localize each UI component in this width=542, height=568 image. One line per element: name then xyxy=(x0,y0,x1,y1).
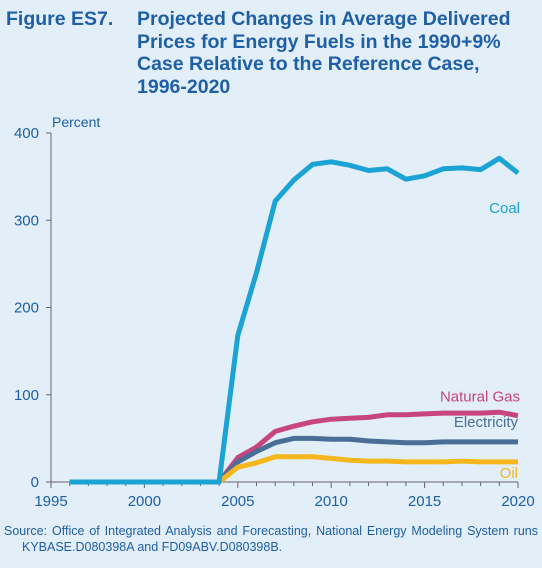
series-label-electricity: Electricity xyxy=(454,414,519,431)
chart-axes xyxy=(46,132,519,488)
x-tick-label: 2000 xyxy=(128,493,161,510)
series-labels: Coal Natural Gas Electricity Oil xyxy=(440,200,520,482)
figure-number: Figure ES7. xyxy=(6,8,114,30)
y-tick-label: 400 xyxy=(14,125,39,142)
y-tick-label: 0 xyxy=(31,474,39,491)
series-label-coal: Coal xyxy=(489,200,520,217)
series-lines xyxy=(69,155,520,485)
series-label-natural-gas: Natural Gas xyxy=(440,389,520,406)
line-chart: 0 100 200 300 400 1995 2000 2005 2010 2015 2020 Pe… xyxy=(14,114,535,510)
series-line-coal xyxy=(69,155,520,485)
series-line-oil xyxy=(69,454,518,485)
y-tick-label: 100 xyxy=(14,387,39,404)
x-tick-label: 2020 xyxy=(501,493,534,510)
y-tick-label: 200 xyxy=(14,300,39,317)
y-tick-label: 300 xyxy=(14,212,39,229)
chart-title: Projected Changes in Average Delivered P… xyxy=(137,8,511,98)
x-tick-label: 2010 xyxy=(315,493,348,510)
x-tick-label: 2015 xyxy=(408,493,441,510)
series-label-oil: Oil xyxy=(500,465,518,482)
source-note: Source: Office of Integrated Analysis an… xyxy=(4,524,538,554)
y-axis-label: Percent xyxy=(52,114,100,130)
x-tick-label: 2005 xyxy=(221,493,254,510)
x-tick-label: 1995 xyxy=(34,493,67,510)
series-line-natural-gas xyxy=(69,409,519,485)
tick-labels: 0 100 200 300 400 1995 2000 2005 2010 2015 2020 xyxy=(14,125,535,510)
